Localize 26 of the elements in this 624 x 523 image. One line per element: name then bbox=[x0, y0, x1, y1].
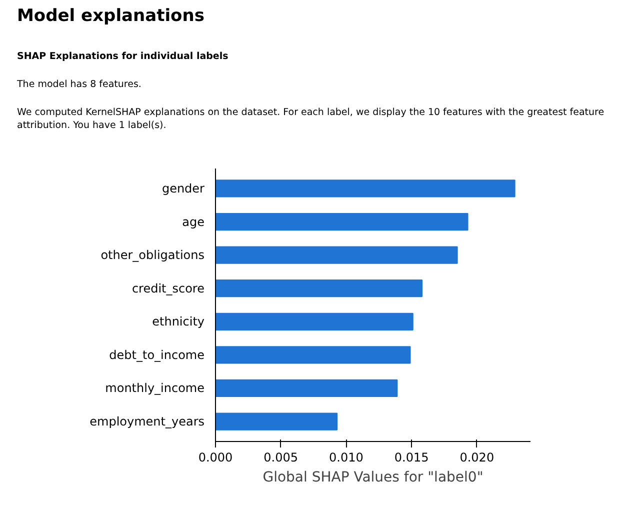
bar bbox=[216, 280, 423, 298]
bar bbox=[216, 312, 414, 331]
text: SHAP Explanations for individual labels bbox=[17, 50, 228, 64]
y-tick-label: credit_score bbox=[132, 281, 205, 296]
bar bbox=[216, 412, 338, 430]
y-tick-label: gender bbox=[162, 182, 205, 196]
bar bbox=[216, 180, 516, 198]
y-tick-label: debt_to_income bbox=[109, 348, 205, 362]
x-tick-label: 0.005 bbox=[264, 450, 298, 465]
bar bbox=[216, 246, 458, 264]
x-tick-label: 0.010 bbox=[329, 450, 364, 465]
y-tick-label: ethnicity bbox=[152, 314, 205, 329]
x-tick-label: 0.000 bbox=[198, 450, 233, 465]
x-tick-label: 0.015 bbox=[394, 450, 429, 465]
x-tick-label: 0.020 bbox=[460, 450, 494, 465]
y-tick-label: monthly_income bbox=[105, 381, 205, 396]
y-tick-label: other_obligations bbox=[100, 248, 205, 262]
chart-title: Model explanations bbox=[17, 5, 204, 28]
y-tick-label: age bbox=[182, 214, 205, 229]
bar bbox=[216, 380, 398, 398]
bar bbox=[216, 213, 468, 231]
x-axis-title: Global SHAP Values for "label0" bbox=[262, 470, 484, 486]
bar bbox=[216, 346, 411, 364]
y-tick-label: employment_years bbox=[90, 414, 204, 429]
text: The model has 8 features. bbox=[17, 78, 142, 92]
text: We computed KernelSHAP explanations on the dataset. For each label, we display the 10 features with the greatest feature attribution. You have 1 label(s). bbox=[17, 106, 606, 134]
